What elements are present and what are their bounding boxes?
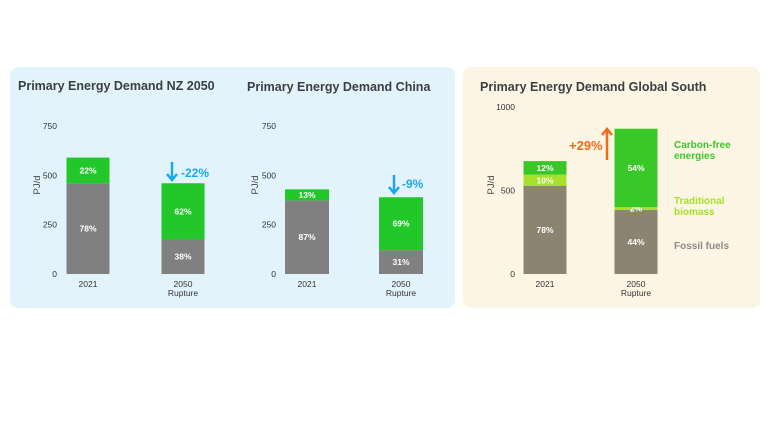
data-label: 62% [174,206,191,216]
panel-global-south [463,67,760,308]
data-label: 22% [79,165,96,175]
bar-segment-carbon_free [66,157,110,184]
y-tick-label: 1000 [496,102,515,112]
y-tick-label: 0 [52,269,57,279]
y-tick-label: 0 [510,269,515,279]
x-tick-label: 2050 [174,279,193,289]
x-tick-label: 2021 [536,279,555,289]
x-tick-label: Rupture [386,288,417,298]
bar-segment-fossil [285,200,329,274]
arrow-head-icon [166,173,178,182]
y-tick-label: 750 [43,121,57,131]
x-tick-label: Rupture [168,288,199,298]
y-tick-label: 500 [43,170,57,180]
y-tick-label: 250 [43,220,57,230]
data-label: 2% [630,204,643,214]
y-axis-label: PJ/d [250,175,261,194]
y-axis-label: PJ/d [486,175,497,194]
data-label: 12% [536,163,553,173]
legend-item: Carbon-free [674,140,731,151]
x-tick-label: 2021 [79,279,98,289]
bar-segment-gs_carbon_free [523,161,567,175]
bar-segment-fossil [379,250,423,274]
data-label: 44% [627,237,644,247]
data-label: 54% [627,163,644,173]
y-axis-label: PJ/d [32,175,43,194]
legend-item: Traditional [674,196,725,207]
data-label: 31% [392,257,409,267]
change-annotation: -22% [181,166,209,180]
data-label: 13% [298,190,315,200]
change-annotation: +29% [569,138,603,153]
bar-segment-carbon_free [379,197,423,251]
y-tick-label: 500 [262,170,276,180]
legend-item: biomass [674,207,715,218]
y-tick-label: 250 [262,220,276,230]
x-tick-label: Rupture [621,288,652,298]
x-tick-label: 2050 [627,279,646,289]
chart-title: Primary Energy Demand NZ 2050 [18,79,215,93]
bar-segment-fossil [161,239,205,274]
bar-segment-gs_fossil [614,210,658,274]
bar-segment-carbon_free [161,183,205,240]
bar-segment-carbon_free [285,189,329,201]
legend-item: Fossil fuels [674,241,729,252]
x-tick-label: 2050 [392,279,411,289]
data-label: 69% [392,219,409,229]
arrow-head-icon [601,127,613,136]
arrow-head-icon [388,186,400,195]
data-label: 87% [298,232,315,242]
data-label: 10% [536,175,553,185]
change-annotation: -9% [402,177,424,191]
x-tick-label: 2021 [298,279,317,289]
bar-segment-fossil [66,183,110,274]
bar-segment-gs_biomass [523,174,567,186]
data-label: 78% [79,224,96,234]
y-tick-label: 500 [501,186,515,196]
data-label: 38% [174,252,191,262]
y-tick-label: 750 [262,121,276,131]
bar-segment-gs_fossil [523,185,567,274]
data-label: 78% [536,225,553,235]
bar-segment-gs_biomass [614,207,658,211]
y-tick-label: 0 [271,269,276,279]
chart-title: Primary Energy Demand China [247,80,431,94]
legend-item: energies [674,151,716,162]
chart-title: Primary Energy Demand Global South [480,80,706,94]
bar-segment-gs_carbon_free [614,128,658,208]
